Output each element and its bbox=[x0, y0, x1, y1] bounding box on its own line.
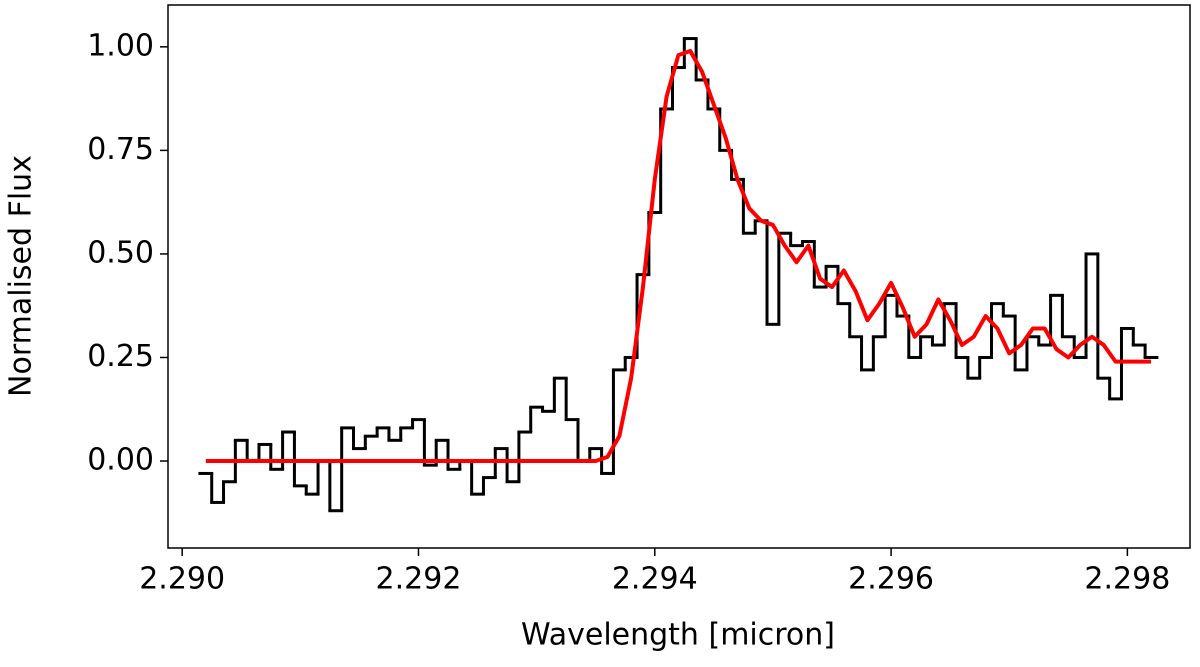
y-tick-label: 1.00 bbox=[87, 28, 154, 63]
model-line bbox=[205, 48, 1152, 464]
x-tick-label: 2.290 bbox=[139, 562, 225, 597]
x-axis-label: Wavelength [micron] bbox=[521, 618, 835, 653]
x-tick-label: 2.292 bbox=[376, 562, 462, 597]
x-tick-label: 2.296 bbox=[848, 562, 934, 597]
x-tick-label: 2.294 bbox=[612, 562, 698, 597]
x-tick-label: 2.298 bbox=[1084, 562, 1170, 597]
y-tick-label: 0.25 bbox=[87, 339, 154, 374]
y-tick-label: 0.50 bbox=[87, 235, 154, 270]
y-tick-label: 0.75 bbox=[87, 132, 154, 167]
y-tick-label: 0.00 bbox=[87, 443, 154, 478]
step-line bbox=[198, 37, 1159, 513]
plot-frame bbox=[167, 4, 1191, 549]
y-axis-label: Normalised Flux bbox=[4, 155, 39, 397]
